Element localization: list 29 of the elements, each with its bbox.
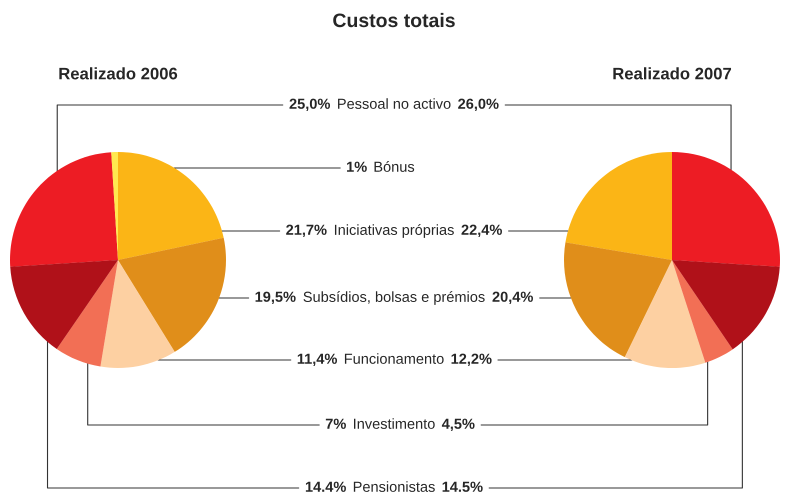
data-label: 26,0%	[458, 98, 499, 112]
slice-label: Subsídios, bolsas e prémios	[303, 291, 485, 305]
data-label: 20,4%	[492, 292, 533, 304]
data-label: 11,4%	[298, 354, 337, 366]
slice-label: Funcionamento	[344, 353, 444, 364]
slice-label: Pensionistas	[354, 481, 435, 492]
chart-subtitle: Realizado 2007	[613, 67, 732, 80]
data-label: 19,5%	[256, 292, 296, 304]
data-label: 7%	[326, 418, 346, 429]
data-label: 14.5%	[442, 482, 483, 492]
pie-slice	[118, 238, 226, 352]
slice-label: Iniciativas próprias	[334, 224, 454, 238]
slice-label: Pessoal no activo	[338, 98, 451, 109]
pie-slice	[10, 260, 118, 349]
pie-slice	[56, 260, 118, 367]
data-label: 22,4%	[462, 224, 502, 238]
data-label: 14.4%	[306, 482, 346, 492]
data-label: 25,0%	[290, 98, 330, 112]
chart-title: Custos totais	[333, 12, 455, 28]
chart-subtitle: Realizado 2006	[59, 67, 178, 80]
pie-slice	[100, 260, 175, 368]
data-label: 21,7%	[286, 224, 327, 238]
data-label: 1%	[347, 162, 367, 172]
slice-label: Bónus	[374, 161, 414, 172]
pie-slice	[10, 152, 118, 267]
data-label: 12,2%	[452, 354, 492, 366]
data-label: 4,5%	[442, 418, 475, 432]
slice-label: Investimento	[354, 418, 435, 429]
pie-slice	[118, 152, 224, 260]
